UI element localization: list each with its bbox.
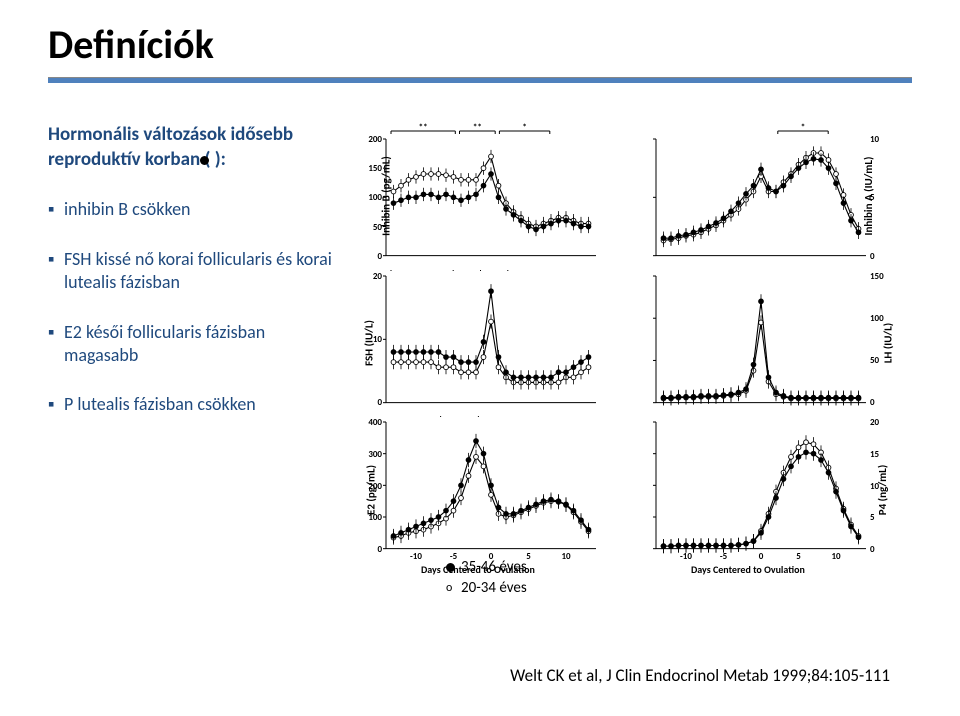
panel-e2: **4003002001000-10-50510Days Centered to… (356, 416, 626, 563)
svg-text:*: * (801, 123, 805, 133)
ylabel-p4: P4 (ng/mL) (876, 464, 889, 515)
citation: Welt CK et al, J Clin Endocrinol Metab 1… (510, 665, 890, 686)
slide: Definíciók Hormonális változások idősebb… (0, 0, 960, 716)
ylabel-lh: LH (IU/L) (881, 323, 894, 363)
closed-dot-icon (200, 156, 209, 165)
legend-closed: 35-46 éves (446, 557, 527, 578)
panel-lh: 150100500LH (IU/L) (626, 270, 896, 417)
ylabel-inhibinA: Inhibin A (IU/mL) (862, 157, 875, 236)
subtitle: Hormonális változások idősebb reproduktí… (48, 123, 338, 172)
legend-open: o 20-34 éves (446, 578, 527, 599)
bullet-3: E2 késői follicularis fázisban magasabb (48, 321, 338, 368)
ylabel-fsh: FSH (IU/L) (362, 320, 375, 366)
legend: 35-46 éves o 20-34 éves (446, 557, 527, 599)
bullet-2: FSH kissé nő korai follicularis és korai… (48, 248, 338, 295)
legend-open-label: 20-34 éves (461, 578, 527, 599)
panel-p4: 20151050-10-50510Days Centered to Ovulat… (626, 416, 896, 563)
right-column: ** ** *200150100500Inhibin B (pg/mL) (356, 123, 912, 603)
title-block: Definíciók (48, 20, 912, 83)
legend-closed-label: 35-46 éves (461, 557, 527, 578)
panel-inhibinA: *1050Inhibin A (IU/mL) (626, 123, 896, 270)
closed-dot-icon (446, 563, 455, 572)
open-circle-icon: o (446, 580, 455, 597)
ylabel-e2: E2 (pg/mL) (365, 465, 378, 515)
panel-inhibinB: ** ** *200150100500Inhibin B (pg/mL) (356, 123, 626, 270)
svg-text:**: ** (473, 123, 482, 133)
subtitle-text: Hormonális változások idősebb reproduktí… (48, 123, 293, 171)
bullet-list: inhibin B csökken FSH kissé nő korai fol… (48, 198, 338, 416)
ylabel-inhibinB: Inhibin B (pg/mL) (379, 156, 392, 236)
left-column: Hormonális változások idősebb reproduktí… (48, 123, 338, 643)
chart-grid: ** ** *200150100500Inhibin B (pg/mL) (356, 123, 912, 563)
svg-text:**: ** (419, 123, 428, 133)
panel-fsh: * *20100FSH (IU/L) (356, 270, 626, 417)
title-underline (48, 77, 912, 83)
bullet-4: P lutealis fázisban csökken (48, 393, 338, 416)
svg-text:*: * (522, 123, 526, 133)
slide-title: Definíciók (48, 20, 912, 69)
bullet-1: inhibin B csökken (48, 198, 338, 221)
content-row: Hormonális változások idősebb reproduktí… (48, 123, 912, 643)
